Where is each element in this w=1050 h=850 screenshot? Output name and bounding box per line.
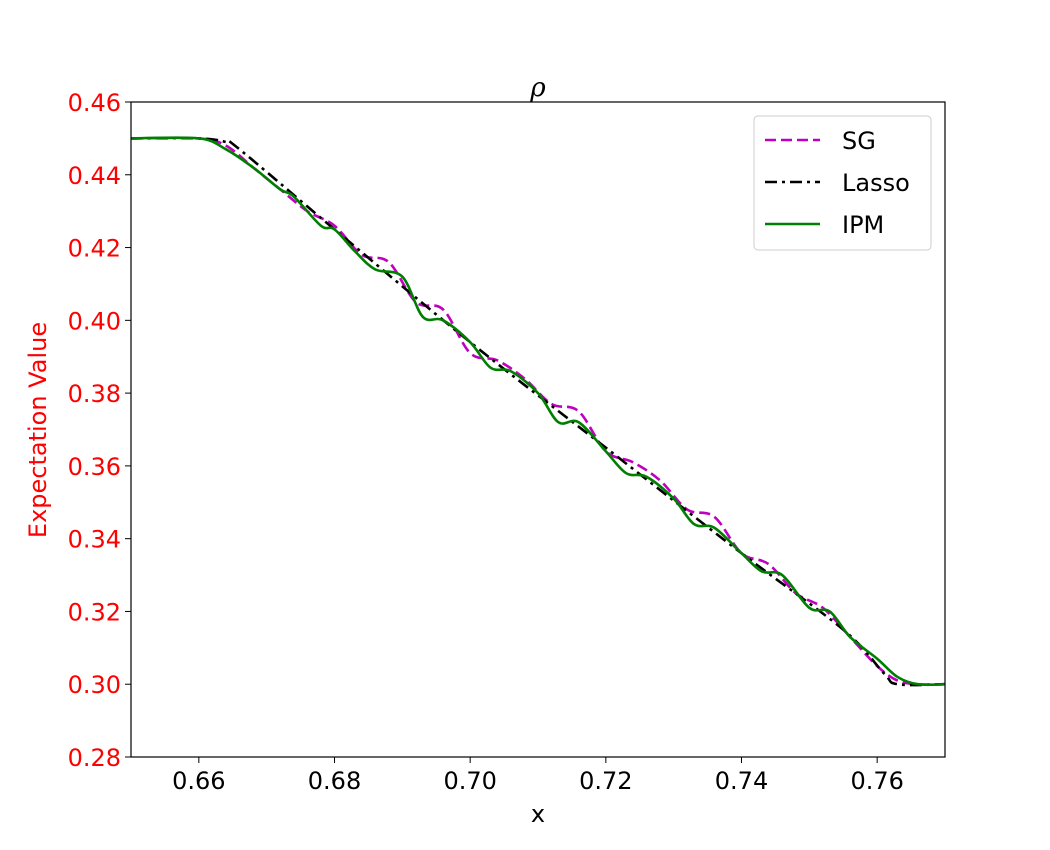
y-tick-label: 0.42 bbox=[68, 235, 121, 263]
x-tick-label: 0.72 bbox=[579, 767, 632, 795]
series-layer bbox=[131, 136, 945, 687]
series-line-lasso bbox=[131, 136, 945, 687]
legend: SG Lasso IPM bbox=[753, 115, 932, 251]
x-axis: 0.66 0.68 0.70 0.72 0.74 0.76 bbox=[172, 757, 904, 795]
x-tick-label: 0.70 bbox=[443, 767, 496, 795]
y-tick-label: 0.46 bbox=[68, 89, 121, 117]
x-tick-label: 0.74 bbox=[715, 767, 768, 795]
y-tick-label: 0.34 bbox=[68, 526, 121, 554]
legend-box bbox=[753, 115, 932, 251]
legend-label-sg: SG bbox=[842, 127, 876, 155]
x-tick-label: 0.68 bbox=[308, 767, 361, 795]
series-line-ipm bbox=[131, 136, 945, 687]
legend-label-lasso: Lasso bbox=[842, 169, 910, 197]
x-tick-label: 0.76 bbox=[850, 767, 903, 795]
y-tick-label: 0.32 bbox=[68, 598, 121, 626]
y-tick-label: 0.40 bbox=[68, 307, 121, 335]
x-axis-label: x bbox=[531, 800, 545, 828]
y-tick-label: 0.38 bbox=[68, 380, 121, 408]
plot-frame bbox=[130, 101, 946, 758]
y-axis-label: Expectation Value bbox=[24, 322, 52, 538]
y-tick-label: 0.36 bbox=[68, 453, 121, 481]
y-tick-label: 0.28 bbox=[68, 744, 121, 772]
y-tick-label: 0.44 bbox=[68, 162, 121, 190]
legend-label-ipm: IPM bbox=[842, 211, 884, 239]
x-tick-label: 0.66 bbox=[172, 767, 225, 795]
chart-title: ρ bbox=[529, 73, 546, 103]
y-tick-label: 0.30 bbox=[68, 671, 121, 699]
y-axis: 0.28 0.30 0.32 0.34 0.36 0.38 0.40 0.42 0.44 0.46 bbox=[68, 89, 131, 772]
